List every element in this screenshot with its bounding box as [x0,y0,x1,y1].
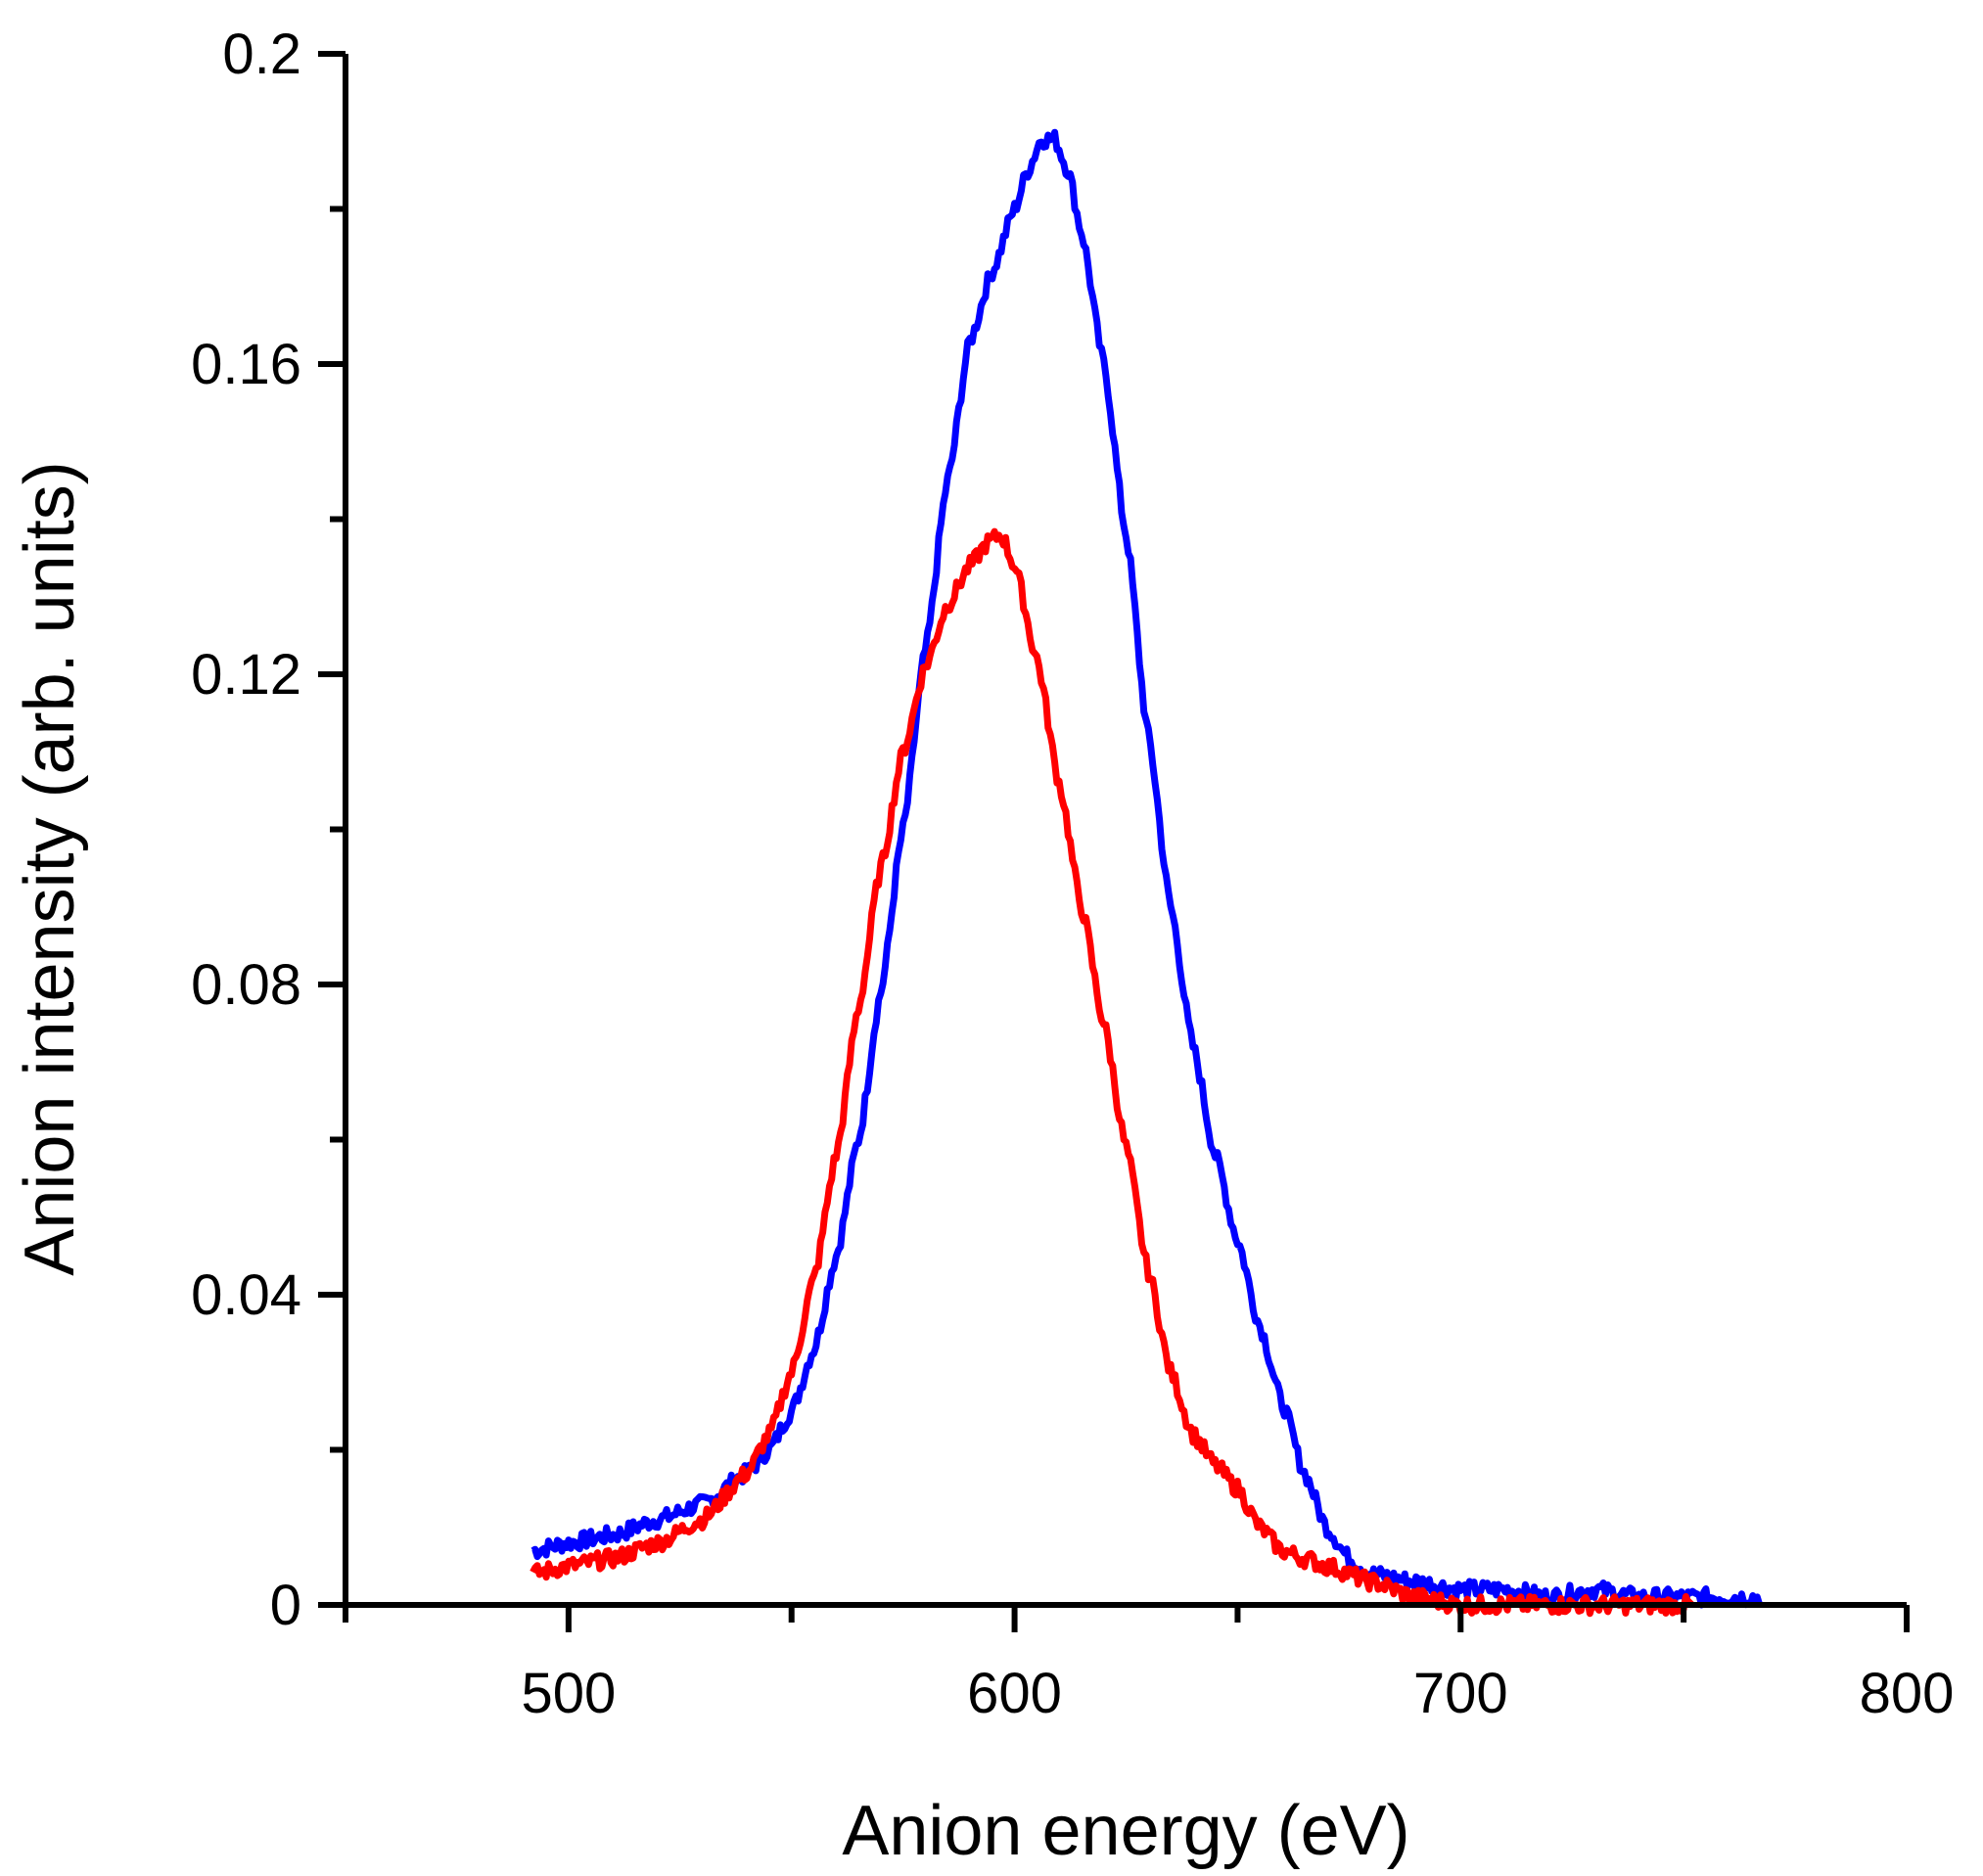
y-tick-label: 0.2 [222,23,301,86]
y-tick-label: 0.12 [191,643,301,707]
y-tick-label: 0.04 [191,1263,301,1327]
series-layer [530,128,1763,1618]
x-tick-label: 500 [521,1662,616,1725]
series-line-blue [530,128,1763,1610]
y-axis-title: Anion intensity (arb. units) [11,461,89,1275]
x-tick-label: 600 [967,1662,1062,1725]
x-axis-title: Anion energy (eV) [842,1792,1409,1870]
x-tick-label: 800 [1860,1662,1955,1725]
y-tick-label: 0 [270,1574,301,1637]
x-tick-label: 700 [1413,1662,1508,1725]
series-line-red [530,527,1695,1618]
ticks-layer [318,51,1910,1632]
y-tick-label: 0.08 [191,953,301,1017]
axes-layer [343,54,1907,1608]
y-tick-label: 0.16 [191,333,301,396]
labels-layer: 0 0.04 0.08 0.12 0.16 0.2 500 600 700 800 [191,23,1954,1725]
